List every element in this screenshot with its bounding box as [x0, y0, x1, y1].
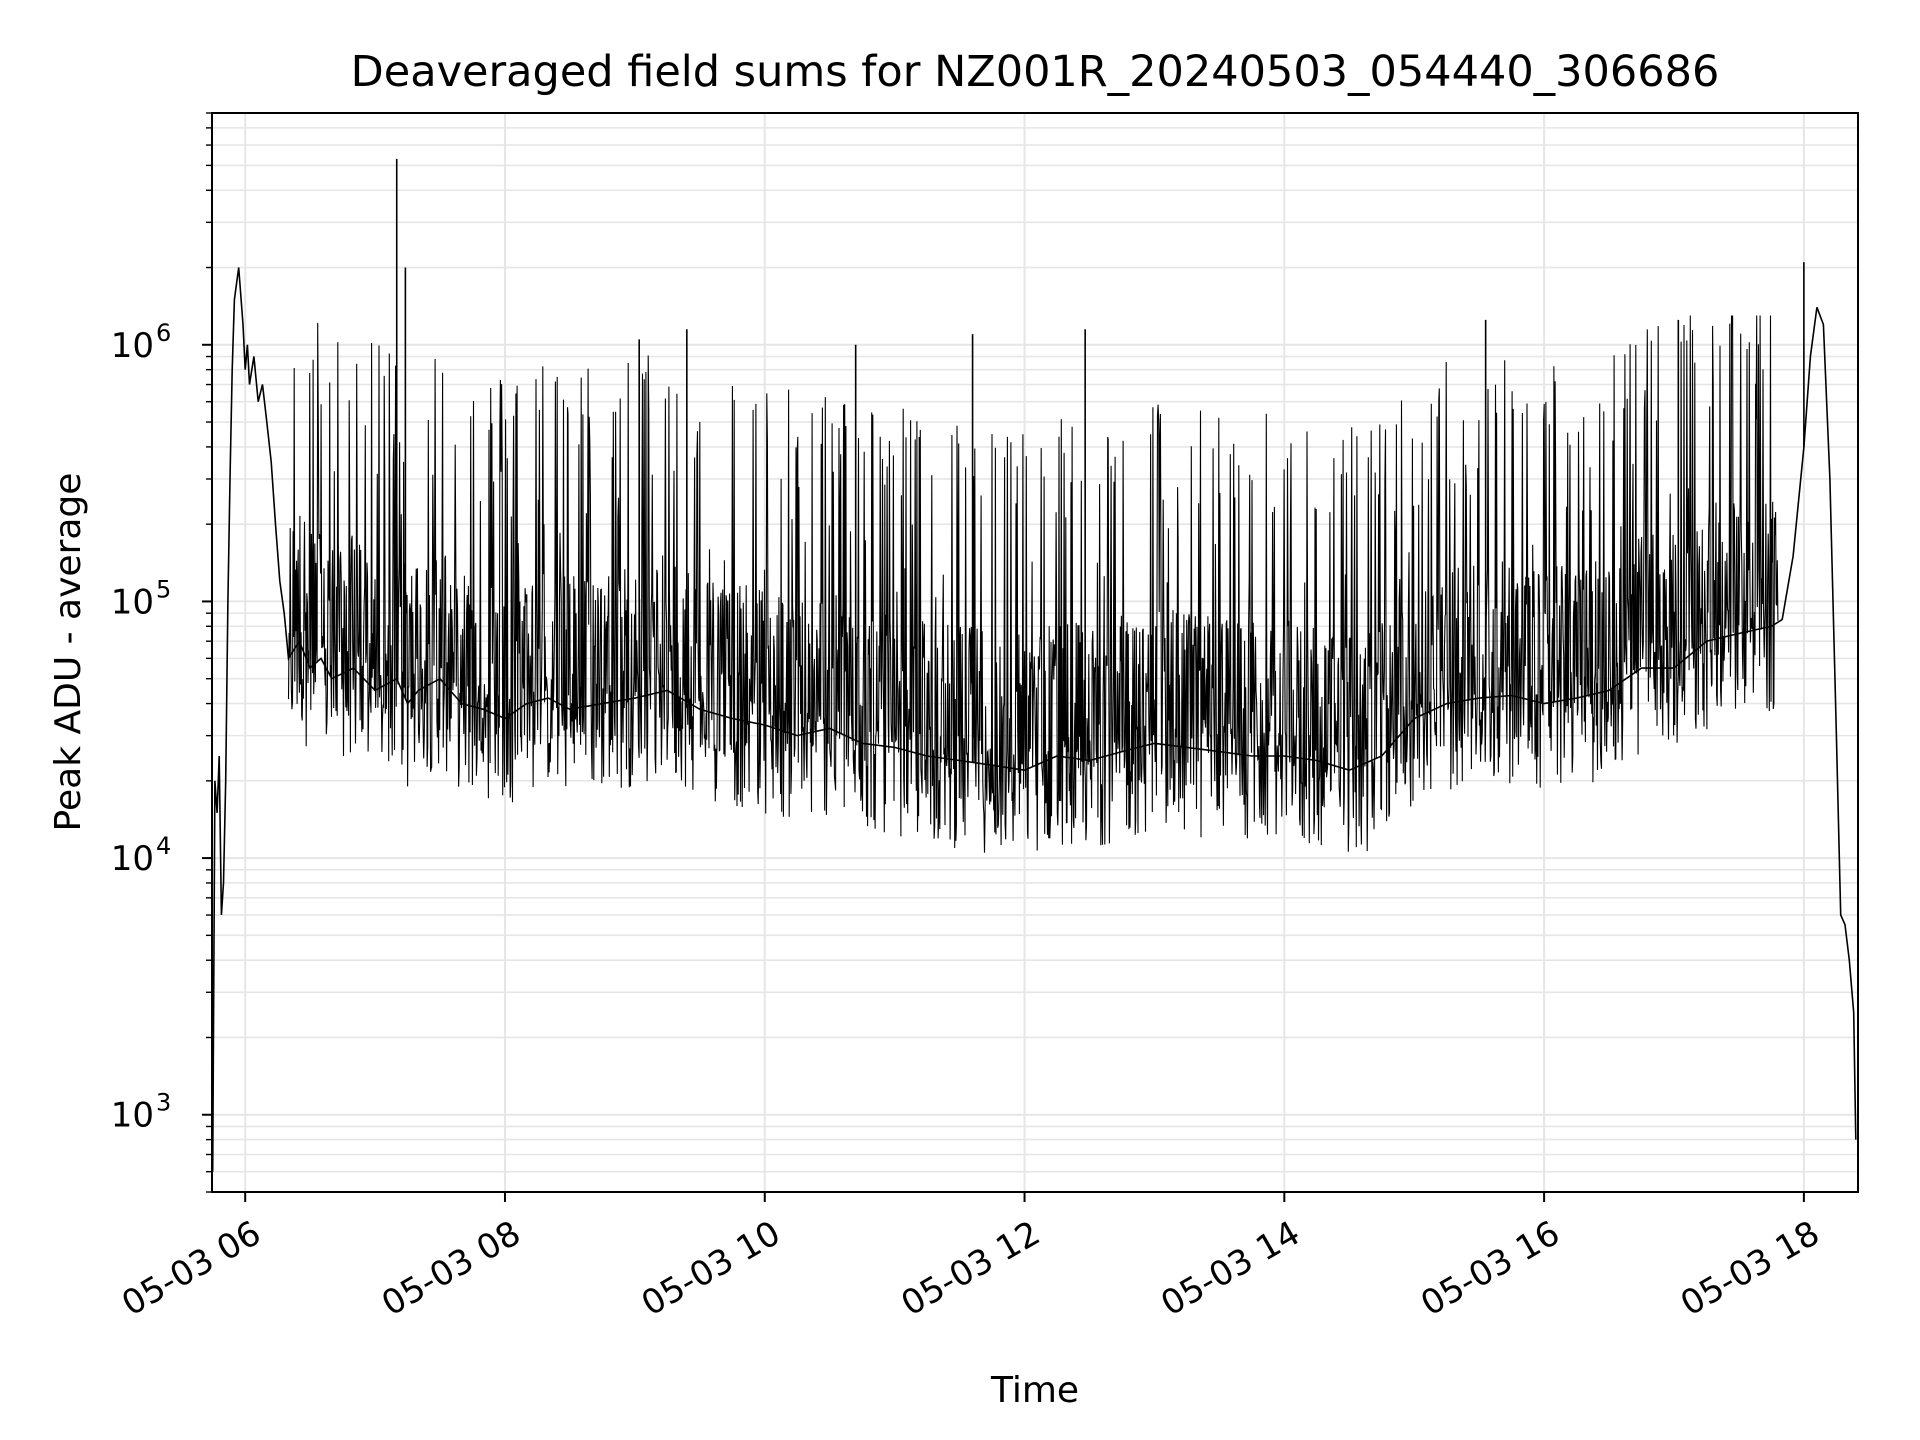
plot-frame: [211, 112, 1859, 1193]
y-tick-exponent: 6: [156, 319, 171, 347]
series-line: [211, 267, 1857, 1172]
y-tick-label: 10: [111, 326, 154, 366]
y-tick-exponent: 5: [156, 575, 171, 603]
y-tick-label: 10: [111, 582, 154, 622]
x-axis-label: Time: [990, 1370, 1079, 1411]
y-axis-label: Peak ADU - average: [48, 473, 89, 832]
y-tick-exponent: 4: [156, 832, 171, 860]
y-tick-label: 10: [111, 839, 154, 879]
chart-title: Deaveraged field sums for NZ001R_2024050…: [351, 47, 1720, 97]
series-noise-line: [287, 315, 1779, 853]
y-tick-label: 10: [111, 1096, 154, 1136]
data-series: [211, 158, 1857, 1172]
y-tick-exponent: 3: [156, 1089, 171, 1117]
